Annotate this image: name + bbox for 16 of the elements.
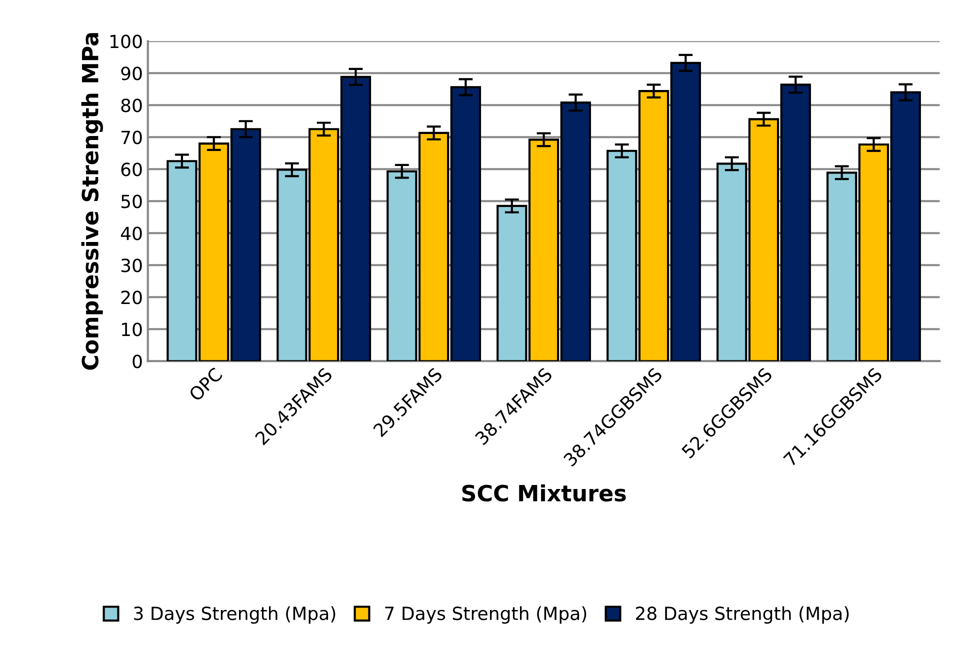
y-axis-title: Compressive Strength MPa <box>81 33 103 370</box>
legend-label: 3 Days Strength (Mpa) <box>134 606 336 624</box>
y-tick-label: 20 <box>121 290 142 304</box>
y-tick-label: 80 <box>121 98 142 112</box>
y-tick-label: 100 <box>110 34 142 48</box>
y-tick-label: 40 <box>120 226 142 240</box>
y-tick-label: 70 <box>122 130 142 144</box>
x-axis-title: SCC Mixtures <box>462 484 626 502</box>
y-tick-label: 60 <box>121 162 142 176</box>
y-tick-label: 0 <box>132 354 142 368</box>
y-tick-label: 10 <box>122 322 142 336</box>
legend-label: 28 Days Strength (Mpa) <box>636 606 849 624</box>
y-tick-label: 90 <box>121 66 142 80</box>
legend-label: 7 Days Strength (Mpa) <box>385 606 586 624</box>
y-tick-label: 30 <box>121 258 142 272</box>
y-tick-label: 50 <box>121 194 142 208</box>
